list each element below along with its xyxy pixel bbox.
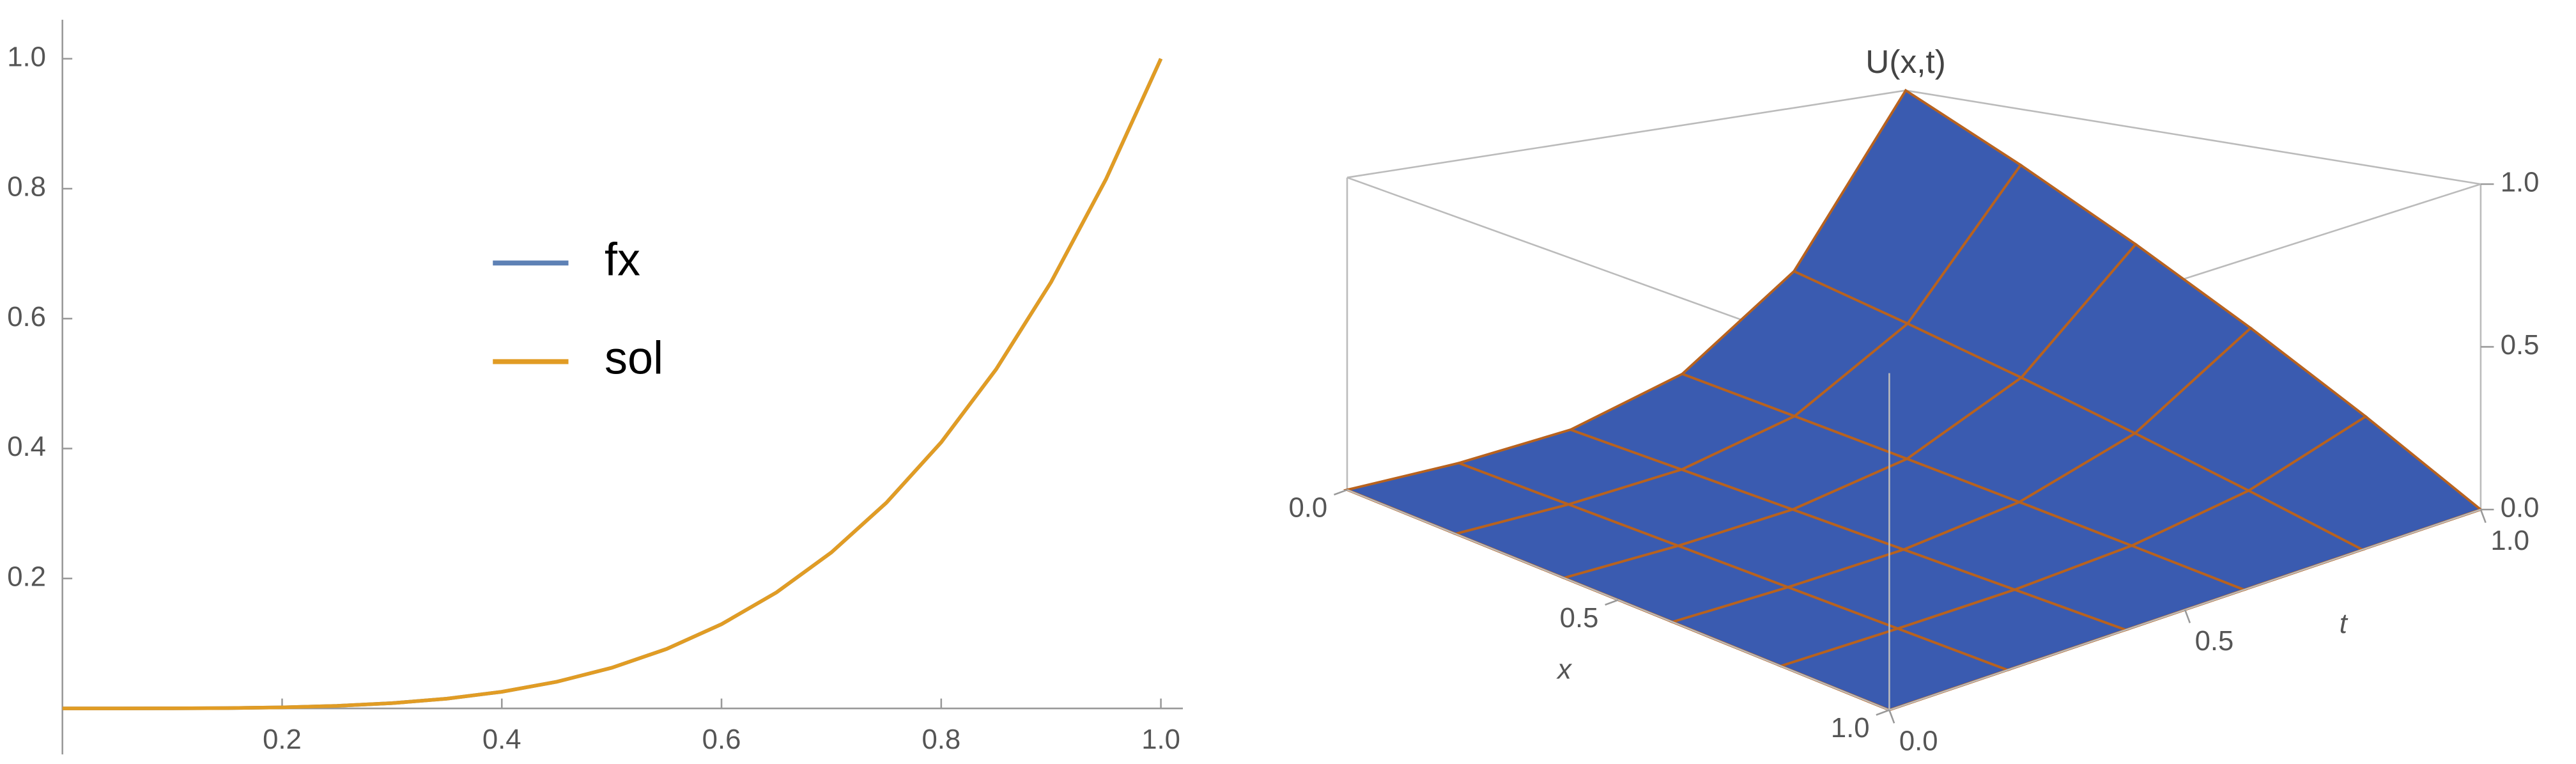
t-tick	[2480, 509, 2487, 524]
t-tick	[2184, 609, 2191, 623]
z-tick-label: 1.0	[2501, 167, 2540, 198]
t-tick-label: 0.5	[2195, 625, 2234, 657]
legend-label: fx	[605, 234, 640, 285]
t-tick	[1888, 710, 1895, 724]
x-tick-label: 0.2	[263, 724, 302, 755]
legend-label: sol	[605, 333, 663, 384]
series-line	[62, 58, 1163, 710]
x-axis-label: x	[1556, 654, 1573, 685]
x-tick	[1605, 599, 1619, 606]
chart-title: U(x,t)	[1865, 43, 1946, 80]
x-tick-label: 0.6	[702, 724, 741, 755]
y-tick-label: 1.0	[7, 41, 46, 72]
t-tick-label: 1.0	[2490, 525, 2529, 556]
z-tick-label: 0.0	[2501, 492, 2540, 524]
y-tick-label: 0.6	[7, 301, 46, 332]
y-tick-label: 0.8	[7, 171, 46, 203]
x-tick-label: 0.5	[1560, 602, 1599, 634]
box-edge	[1346, 90, 1906, 178]
z-tick-label: 0.5	[2501, 329, 2540, 361]
x-tick-label: 0.0	[1288, 492, 1327, 524]
x-tick-label: 0.8	[922, 724, 960, 755]
y-tick-label: 0.4	[7, 431, 46, 462]
x-tick-label: 1.0	[1141, 724, 1180, 755]
x-tick	[1334, 488, 1348, 496]
x-tick-label: 0.4	[482, 724, 521, 755]
x-tick	[1876, 709, 1890, 716]
t-axis-label: t	[2340, 608, 2348, 639]
box-edge	[1905, 90, 2481, 185]
x-tick-label: 1.0	[1831, 712, 1870, 744]
t-tick-label: 0.0	[1899, 726, 1938, 757]
y-tick-label: 0.2	[7, 561, 46, 592]
